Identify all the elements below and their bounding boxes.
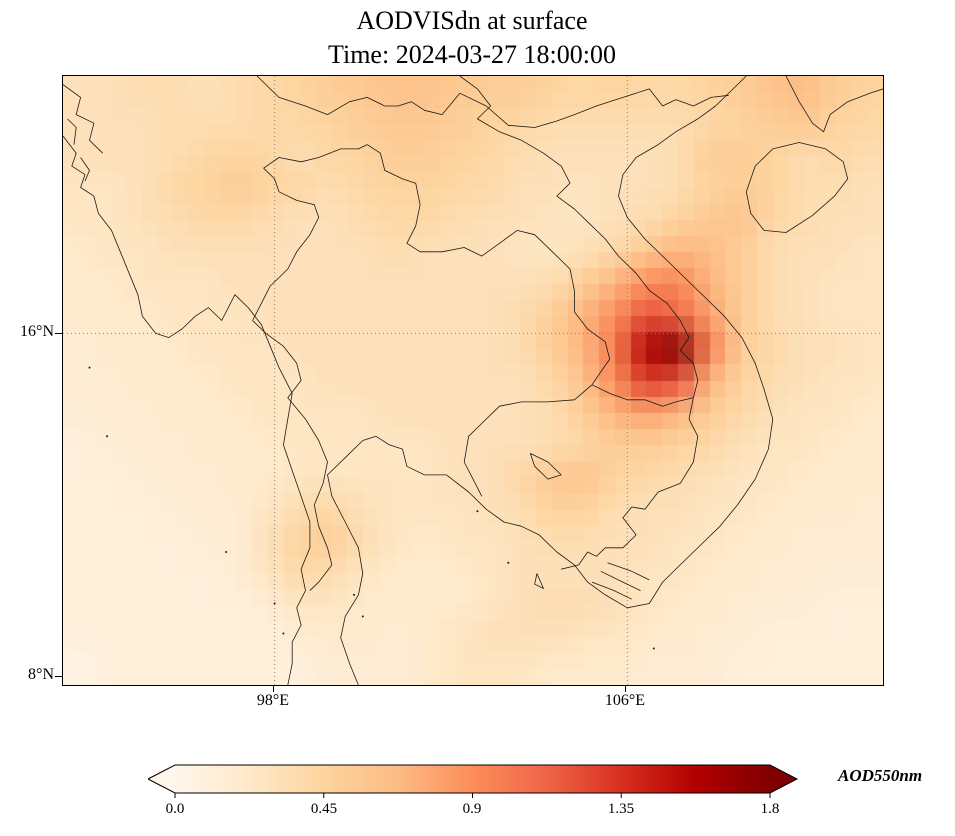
xtick-label-98e: 98°E bbox=[256, 692, 290, 709]
cbar-tick-2: 0.9 bbox=[462, 801, 482, 817]
ytick-label-8n: 8°N bbox=[28, 666, 54, 683]
xtick-label-106e: 106°E bbox=[604, 692, 646, 709]
colorbar-units-label: AOD550nm bbox=[838, 766, 923, 785]
xtick-106e-mark bbox=[625, 685, 626, 692]
map-plot-area bbox=[62, 75, 884, 686]
aod-heatmap-canvas bbox=[63, 76, 883, 685]
coastlines-borders-svg bbox=[63, 76, 883, 685]
ytick-16n-mark bbox=[55, 333, 62, 334]
cbar-tick-4: 1.8 bbox=[760, 801, 780, 817]
xtick-98e-mark bbox=[273, 685, 274, 692]
ytick-8n-mark bbox=[55, 676, 62, 677]
figure-title: AODVISdn at surface Time: 2024-03-27 18:… bbox=[62, 4, 882, 72]
title-line-variable: AODVISdn at surface bbox=[356, 6, 588, 35]
ytick-label-16n: 16°N bbox=[20, 323, 54, 340]
title-line-time: Time: 2024-03-27 18:00:00 bbox=[328, 40, 616, 69]
cbar-tick-3: 1.35 bbox=[607, 801, 635, 817]
cbar-tick-0: 0.0 bbox=[165, 801, 185, 817]
cbar-tick-1: 0.45 bbox=[310, 801, 338, 817]
colorbar bbox=[146, 764, 808, 800]
colorbar-gradient-svg bbox=[146, 764, 799, 798]
